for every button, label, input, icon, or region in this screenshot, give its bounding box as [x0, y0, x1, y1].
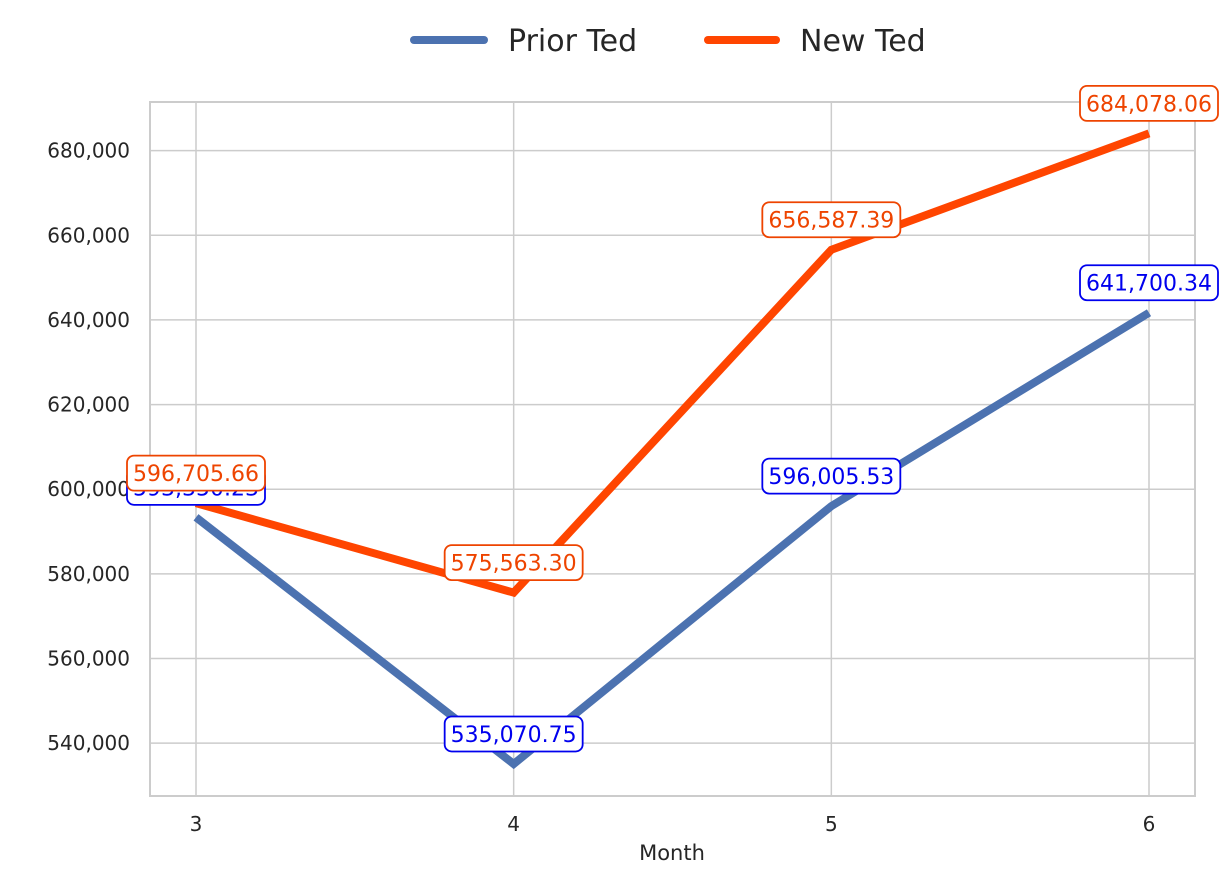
data-label: 596,705.66 [126, 454, 266, 492]
series-line-new-ted [194, 129, 1151, 598]
y-tick-label: 620,000 [47, 393, 130, 417]
grid-lines [150, 102, 1195, 796]
y-tick-label: 580,000 [47, 562, 130, 586]
y-tick-label: 600,000 [47, 477, 130, 501]
y-tick-label: 640,000 [47, 308, 130, 332]
data-label: 535,070.75 [443, 715, 584, 753]
x-tick-label: 5 [825, 812, 838, 836]
x-tick-label: 3 [190, 812, 203, 836]
y-tick-label: 660,000 [47, 223, 130, 247]
plot-frame [149, 101, 1196, 797]
x-tick-label: 4 [507, 812, 520, 836]
svg-text:656,587.39: 656,587.39 [768, 209, 894, 234]
series-lines [193, 129, 1152, 770]
data-label: 575,563.30 [443, 544, 584, 582]
data-label: 684,078.06 [1079, 85, 1219, 122]
y-tick-label: 540,000 [47, 731, 130, 755]
x-tick-label: 6 [1143, 812, 1156, 836]
legend-label-prior-ted: Prior Ted [508, 24, 637, 59]
data-label: 656,587.39 [761, 201, 902, 239]
y-tick-label: 560,000 [47, 646, 130, 670]
y-axis-ticks: 540,000 560,000 580,000 600,000 620,000 640,0… [47, 139, 130, 755]
series-line-prior-ted [193, 309, 1152, 770]
svg-text:641,700.34: 641,700.34 [1086, 272, 1212, 297]
svg-text:684,078.06: 684,078.06 [1086, 92, 1212, 117]
svg-text:596,005.53: 596,005.53 [768, 465, 894, 490]
legend: Prior Ted New Ted [410, 24, 926, 59]
y-tick-label: 680,000 [47, 139, 130, 163]
x-axis-title: Month [639, 841, 705, 865]
svg-text:596,705.66: 596,705.66 [133, 462, 259, 487]
x-axis-ticks: 3 4 5 6 [190, 812, 1156, 836]
data-labels: 593,350.23535,070.75596,005.53641,700.34… [126, 85, 1219, 753]
data-label: 641,700.34 [1079, 264, 1219, 302]
legend-label-new-ted: New Ted [800, 24, 926, 59]
svg-text:575,563.30: 575,563.30 [451, 552, 577, 577]
data-label: 596,005.53 [761, 457, 902, 495]
svg-text:535,070.75: 535,070.75 [451, 723, 577, 748]
